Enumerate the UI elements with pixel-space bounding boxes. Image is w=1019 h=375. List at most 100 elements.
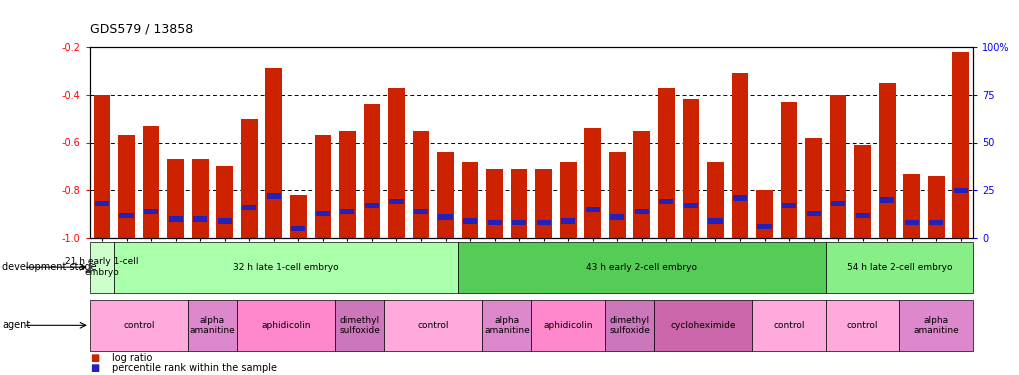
Bar xyxy=(193,216,207,222)
Bar xyxy=(683,203,697,208)
Bar xyxy=(536,220,550,225)
Text: dimethyl
sulfoxide: dimethyl sulfoxide xyxy=(339,316,380,335)
Bar xyxy=(904,220,918,225)
Bar xyxy=(757,224,770,229)
Bar xyxy=(733,195,746,201)
Bar xyxy=(217,218,231,223)
Text: log ratio: log ratio xyxy=(112,353,153,363)
Bar xyxy=(604,300,653,351)
Bar xyxy=(216,166,232,238)
Bar xyxy=(752,300,825,351)
Bar xyxy=(855,213,869,218)
Bar xyxy=(658,199,673,204)
Bar xyxy=(560,218,575,223)
Bar xyxy=(192,159,208,238)
Bar xyxy=(531,300,604,351)
Bar xyxy=(878,83,895,238)
Bar xyxy=(633,130,649,238)
Bar xyxy=(316,211,329,216)
Bar xyxy=(414,209,428,214)
Bar xyxy=(289,195,307,238)
Text: cycloheximide: cycloheximide xyxy=(669,321,735,330)
Bar xyxy=(266,194,280,199)
Bar xyxy=(94,95,110,238)
Text: ■: ■ xyxy=(90,353,99,363)
Bar xyxy=(458,242,825,292)
Bar xyxy=(482,300,531,351)
Bar xyxy=(782,203,796,208)
Bar xyxy=(90,300,187,351)
Text: control: control xyxy=(846,321,877,330)
Bar xyxy=(653,300,752,351)
Bar xyxy=(559,162,576,238)
Bar xyxy=(928,220,943,225)
Bar xyxy=(584,128,600,238)
Bar xyxy=(144,209,158,214)
Bar xyxy=(829,95,846,238)
Bar xyxy=(143,126,159,238)
Bar xyxy=(535,169,551,238)
Text: 43 h early 2-cell embryo: 43 h early 2-cell embryo xyxy=(586,262,697,272)
Text: 21 h early 1-cell
embryo: 21 h early 1-cell embryo xyxy=(65,258,139,277)
Text: GDS579 / 13858: GDS579 / 13858 xyxy=(90,22,193,36)
Text: control: control xyxy=(417,321,448,330)
Bar xyxy=(187,300,236,351)
Bar xyxy=(609,214,624,220)
Text: aphidicolin: aphidicolin xyxy=(543,321,592,330)
Bar xyxy=(462,162,478,238)
Bar xyxy=(608,152,625,238)
Text: alpha
amanitine: alpha amanitine xyxy=(190,316,235,335)
Bar xyxy=(95,201,109,206)
Text: dimethyl
sulfoxide: dimethyl sulfoxide xyxy=(608,316,649,335)
Bar xyxy=(388,87,405,238)
Bar xyxy=(463,218,477,223)
Text: development stage: development stage xyxy=(2,262,97,272)
Bar xyxy=(657,87,674,238)
Bar xyxy=(168,216,182,222)
Text: 32 h late 1-cell embryo: 32 h late 1-cell embryo xyxy=(233,262,338,272)
Bar xyxy=(486,169,502,238)
Bar xyxy=(363,104,380,238)
Bar xyxy=(879,197,894,202)
Bar xyxy=(365,203,379,208)
Bar xyxy=(437,152,453,238)
Bar xyxy=(755,190,772,238)
Bar xyxy=(927,176,944,238)
Bar xyxy=(634,209,648,214)
Bar xyxy=(953,188,967,193)
Bar xyxy=(899,300,972,351)
Bar xyxy=(413,130,429,238)
Bar xyxy=(825,300,899,351)
Text: ■: ■ xyxy=(90,363,99,373)
Bar xyxy=(780,102,797,238)
Bar xyxy=(389,199,404,204)
Bar xyxy=(384,300,482,351)
Bar xyxy=(240,118,258,238)
Bar xyxy=(118,135,135,238)
Text: alpha
amanitine: alpha amanitine xyxy=(912,316,958,335)
Text: aphidicolin: aphidicolin xyxy=(261,321,311,330)
Bar xyxy=(242,205,256,210)
Bar xyxy=(804,138,821,238)
Bar xyxy=(487,220,501,225)
Bar xyxy=(706,162,723,238)
Text: control: control xyxy=(772,321,804,330)
Bar xyxy=(903,174,919,238)
Bar xyxy=(265,68,282,238)
Bar xyxy=(731,73,748,238)
Bar xyxy=(854,145,870,238)
Bar xyxy=(952,52,968,238)
Text: percentile rank within the sample: percentile rank within the sample xyxy=(112,363,277,373)
Bar xyxy=(825,242,972,292)
Bar xyxy=(119,213,133,218)
Bar xyxy=(340,209,355,214)
Bar xyxy=(806,211,820,216)
Bar xyxy=(585,207,599,212)
Bar xyxy=(114,242,458,292)
Bar xyxy=(830,201,845,206)
Text: alpha
amanitine: alpha amanitine xyxy=(484,316,529,335)
Text: agent: agent xyxy=(2,320,31,330)
Text: control: control xyxy=(123,321,155,330)
Text: 54 h late 2-cell embryo: 54 h late 2-cell embryo xyxy=(846,262,952,272)
Bar xyxy=(167,159,183,238)
